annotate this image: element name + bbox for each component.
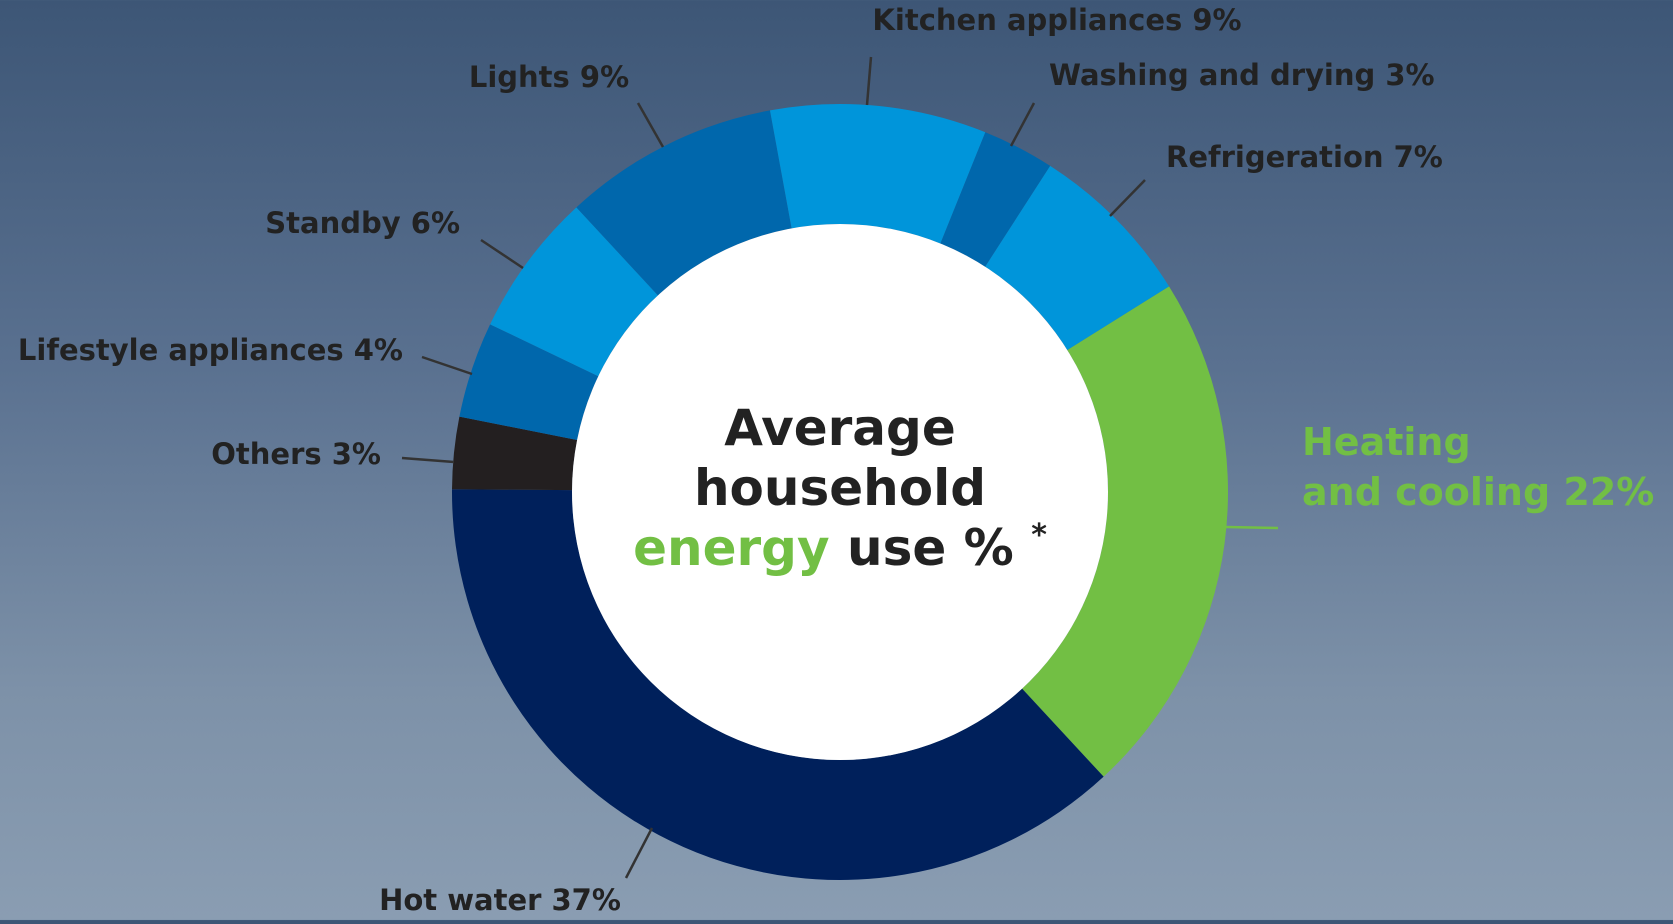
label-hot-water: Hot water 37% xyxy=(379,883,621,917)
leader-lines xyxy=(401,56,1279,879)
title-footnote-mark: * xyxy=(1031,518,1047,553)
title-line-average: Average xyxy=(724,399,956,457)
label-refrigeration: Refrigeration 7% xyxy=(1166,140,1443,174)
leader-line-standby xyxy=(480,238,524,270)
leader-line-kitchen-appliances xyxy=(865,56,873,106)
donut-slices xyxy=(452,104,1228,880)
slice-washing-and-drying xyxy=(940,132,1051,267)
slice-heating-and-cooling xyxy=(1022,286,1228,777)
donut-center xyxy=(572,224,1108,760)
label-heating-and-cooling-line-1: Heating xyxy=(1302,420,1471,464)
leader-line-lights xyxy=(636,102,665,148)
slice-standby xyxy=(490,207,658,377)
label-lifestyle-appliances: Lifestyle appliances 4% xyxy=(18,333,403,367)
title-line-energy-use: energy use % * xyxy=(633,518,1047,577)
label-heating-and-cooling-line-2: and cooling 22% xyxy=(1302,470,1654,514)
title-tail: use % xyxy=(847,519,1014,577)
label-others: Others 3% xyxy=(211,437,381,471)
slice-kitchen-appliances xyxy=(769,104,986,244)
slice-refrigeration xyxy=(985,165,1170,350)
label-kitchen-appliances: Kitchen appliances 9% xyxy=(872,3,1241,37)
slice-labels: Heating and cooling 22% Hot water 37% Other… xyxy=(18,3,1654,917)
leader-line-lifestyle-appliances xyxy=(421,355,473,376)
label-washing-and-drying: Washing and drying 3% xyxy=(1049,58,1435,92)
leader-line-refrigeration xyxy=(1109,179,1146,217)
label-lights: Lights 9% xyxy=(469,60,629,94)
title-accent-word: energy xyxy=(633,519,829,577)
leader-line-others xyxy=(401,456,455,464)
title-line-household: household xyxy=(694,459,986,517)
leader-line-washing-and-drying xyxy=(1009,102,1036,147)
slice-hot-water xyxy=(452,489,1104,880)
slice-lights xyxy=(576,110,792,296)
slice-others xyxy=(452,416,578,491)
center-title: Average household energy use % * xyxy=(633,399,1047,577)
slice-lifestyle-appliances xyxy=(459,324,599,440)
leader-line-heating-and-cooling xyxy=(1225,525,1279,530)
leader-line-hot-water xyxy=(624,827,654,879)
label-standby: Standby 6% xyxy=(265,206,460,240)
